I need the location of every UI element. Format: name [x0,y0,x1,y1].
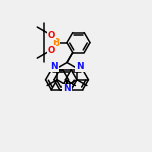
Text: N: N [63,85,71,93]
Text: N: N [76,62,84,71]
Text: O: O [48,46,55,55]
Text: O: O [48,31,55,40]
Text: B: B [52,38,59,48]
Text: N: N [50,62,58,71]
